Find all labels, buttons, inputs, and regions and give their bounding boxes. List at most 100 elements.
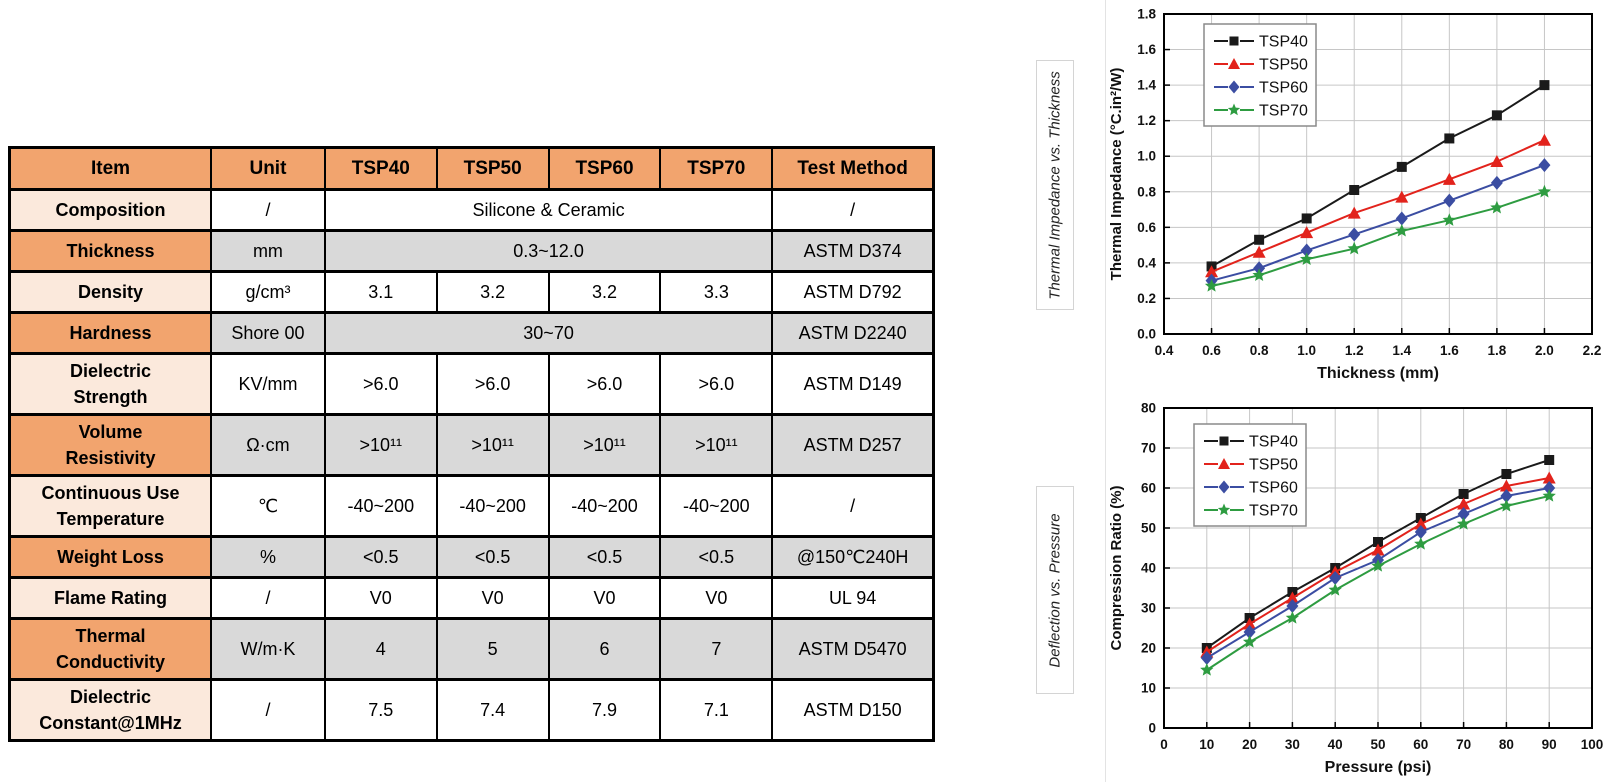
- cell-item: Thermal Conductivity: [8, 617, 213, 681]
- svg-text:1.8: 1.8: [1487, 343, 1506, 358]
- svg-text:0.6: 0.6: [1137, 220, 1156, 235]
- table-row: Density g/cm³ 3.1 3.2 3.2 3.3 ASTM D792: [8, 270, 935, 314]
- column-header-tsp70: TSP70: [659, 146, 774, 191]
- svg-text:1.2: 1.2: [1345, 343, 1364, 358]
- plot-border: [1163, 13, 1593, 335]
- table-row: Dielectric Strength KV/mm >6.0 >6.0 >6.0 >6.0…: [8, 352, 935, 416]
- cell-value: V0: [435, 576, 550, 620]
- svg-text:70: 70: [1141, 441, 1156, 456]
- cell-value: 7.9: [547, 678, 662, 742]
- svg-text:20: 20: [1242, 737, 1257, 752]
- cell-value: V0: [323, 576, 438, 620]
- cell-value: -40~200: [547, 474, 662, 538]
- cell-value: >10¹¹: [323, 413, 438, 477]
- properties-table-panel: Item Unit TSP40 TSP50 TSP60 TSP70 Test Method …: [8, 146, 935, 742]
- svg-text:0: 0: [1160, 737, 1168, 752]
- svg-text:10: 10: [1199, 737, 1214, 752]
- axis-ticks: [1163, 13, 1593, 335]
- cell-value: 5: [435, 617, 550, 681]
- legend-label-TSP50: TSP50: [1249, 457, 1298, 474]
- table-row: Hardness Shore 00 30~70 ASTM D2240: [8, 311, 935, 355]
- cell-value: 4: [323, 617, 438, 681]
- cell-value: 7.5: [323, 678, 438, 742]
- cell-value: <0.5: [323, 535, 438, 579]
- svg-text:1.6: 1.6: [1137, 42, 1156, 57]
- svg-text:90: 90: [1542, 737, 1557, 752]
- svg-text:100: 100: [1581, 737, 1604, 752]
- legend-label-TSP70: TSP70: [1259, 103, 1308, 120]
- axis-tick-labels: 0.4 0.6 0.8 1.0 1.2 1.4 1.6 1.8 2.0 2.2 0.0 0.2 0.4 0…: [1137, 7, 1601, 359]
- svg-text:2.2: 2.2: [1583, 343, 1602, 358]
- svg-text:1.6: 1.6: [1440, 343, 1459, 358]
- svg-text:20: 20: [1141, 641, 1156, 656]
- cell-value: >10¹¹: [435, 413, 550, 477]
- cell-item: Dielectric Constant@1MHz: [8, 678, 213, 742]
- cell-item: Volume Resistivity: [8, 413, 213, 477]
- cell-item: Thickness: [8, 229, 213, 273]
- svg-text:30: 30: [1141, 601, 1156, 616]
- cell-test-method: ASTM D257: [771, 413, 935, 477]
- svg-text:1.2: 1.2: [1137, 113, 1156, 128]
- cell-test-method: ASTM D149: [771, 352, 935, 416]
- cell-unit: Ω·cm: [210, 413, 326, 477]
- cell-unit: %: [210, 535, 326, 579]
- cell-value: 7.1: [659, 678, 774, 742]
- cell-value: 7: [659, 617, 774, 681]
- svg-text:1.8: 1.8: [1137, 7, 1156, 22]
- cell-item: Weight Loss: [8, 535, 213, 579]
- cell-value: 3.3: [659, 270, 774, 314]
- table-header-row: Item Unit TSP40 TSP50 TSP60 TSP70 Test Method: [8, 146, 935, 191]
- table-row: Composition / Silicone & Ceramic /: [8, 188, 935, 232]
- table-row: Flame Rating / V0 V0 V0 V0 UL 94: [8, 576, 935, 620]
- legend-label-TSP70: TSP70: [1249, 503, 1298, 520]
- svg-text:50: 50: [1370, 737, 1385, 752]
- cell-value: -40~200: [659, 474, 774, 538]
- column-header-tsp50: TSP50: [435, 146, 550, 191]
- cell-value: -40~200: [435, 474, 550, 538]
- cell-test-method: /: [771, 188, 935, 232]
- x-axis-label: Pressure (psi): [1325, 759, 1432, 776]
- svg-text:30: 30: [1285, 737, 1300, 752]
- side-label-deflection-vs-pressure: Deflection vs. Pressure: [1036, 486, 1074, 694]
- cell-value: 3.1: [323, 270, 438, 314]
- y-axis-label: Compression Ratio (%): [1108, 485, 1125, 650]
- cell-item: Density: [8, 270, 213, 314]
- legend-label-TSP40: TSP40: [1249, 434, 1298, 451]
- cell-value: >6.0: [323, 352, 438, 416]
- table-header: Item Unit TSP40 TSP50 TSP60 TSP70 Test Method: [8, 146, 935, 191]
- cell-item: Dielectric Strength: [8, 352, 213, 416]
- svg-text:40: 40: [1328, 737, 1343, 752]
- cell-value-merged: Silicone & Ceramic: [323, 188, 774, 232]
- cell-value-merged: 0.3~12.0: [323, 229, 774, 273]
- side-label-text: Deflection vs. Pressure: [1046, 512, 1064, 668]
- svg-text:80: 80: [1499, 737, 1514, 752]
- cell-test-method: ASTM D5470: [771, 617, 935, 681]
- axis-tick-labels: 0 10 20 30 40 50 60 70 80 90 100 0 10 20 30 40 50 60 70 80: [1141, 401, 1603, 753]
- cell-value: >6.0: [547, 352, 662, 416]
- cell-value: <0.5: [435, 535, 550, 579]
- cell-value: <0.5: [547, 535, 662, 579]
- cell-test-method: ASTM D2240: [771, 311, 935, 355]
- cell-value: V0: [659, 576, 774, 620]
- cell-unit: KV/mm: [210, 352, 326, 416]
- y-axis-label: Thermal Impedance (°C.in²/W): [1108, 68, 1125, 281]
- cell-value: 6: [547, 617, 662, 681]
- column-header-unit: Unit: [210, 146, 326, 191]
- side-label-thermal-impedance-vs-thickness: Thermal Impedance vs. Thickness: [1036, 60, 1074, 310]
- cell-unit: ℃: [210, 474, 326, 538]
- table-row: Continuous Use Temperature ℃ -40~200 -40~20…: [8, 474, 935, 538]
- cell-value: <0.5: [659, 535, 774, 579]
- series-TSP50: [1205, 133, 1551, 278]
- cell-test-method: UL 94: [771, 576, 935, 620]
- cell-item: Hardness: [8, 311, 213, 355]
- series-TSP70: [1200, 489, 1556, 676]
- table-body: Composition / Silicone & Ceramic / Thickness…: [8, 188, 935, 742]
- column-header-test-method: Test Method: [771, 146, 935, 191]
- cell-value: >6.0: [659, 352, 774, 416]
- axis-ticks: [1163, 407, 1593, 729]
- svg-text:60: 60: [1141, 481, 1156, 496]
- legend: TSP40 TSP50 TSP60 TSP70: [1203, 23, 1317, 127]
- cell-test-method: ASTM D150: [771, 678, 935, 742]
- cell-unit: /: [210, 576, 326, 620]
- svg-text:0.8: 0.8: [1137, 184, 1156, 199]
